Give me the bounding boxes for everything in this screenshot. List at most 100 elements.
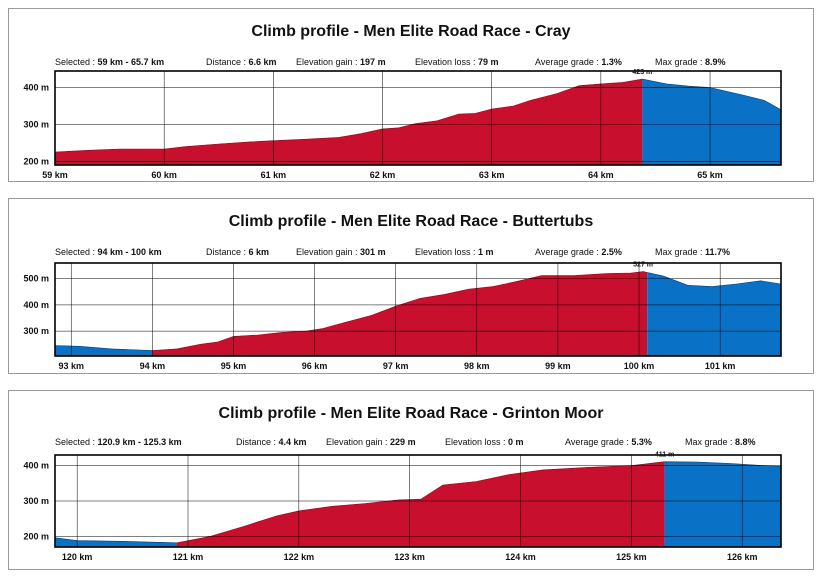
stat-value: 59 km - 65.7 km bbox=[97, 57, 165, 67]
stat-max-grade: Max grade : 11.7% bbox=[655, 247, 730, 257]
stat-max-grade: Max grade : 8.9% bbox=[655, 57, 726, 67]
plot-frame bbox=[54, 454, 782, 548]
stat-label: Selected : bbox=[55, 247, 98, 257]
stat-label: Max grade : bbox=[655, 247, 706, 257]
stat-label: Elevation gain : bbox=[296, 57, 361, 67]
y-tick-label: 200 m bbox=[23, 531, 49, 541]
stat-label: Elevation loss : bbox=[415, 247, 479, 257]
x-tick-label: 60 km bbox=[151, 170, 177, 180]
profile-area-before-selection bbox=[55, 345, 153, 356]
stat-label: Average grade : bbox=[535, 57, 602, 67]
x-tick-label: 61 km bbox=[261, 170, 287, 180]
stat-elevation-loss: Elevation loss : 79 m bbox=[415, 57, 499, 67]
stat-label: Elevation loss : bbox=[445, 437, 509, 447]
y-tick-label: 300 m bbox=[23, 119, 49, 129]
stat-value: 301 m bbox=[360, 247, 386, 257]
stat-label: Max grade : bbox=[685, 437, 736, 447]
stat-value: 6 km bbox=[248, 247, 270, 257]
profile-outline bbox=[54, 78, 782, 153]
profile-area-before-selection bbox=[55, 537, 177, 547]
climb-profile-panel-buttertubs: Climb profile - Men Elite Road Race - Bu… bbox=[8, 198, 814, 374]
x-tick-label: 120 km bbox=[62, 552, 93, 562]
stat-label: Distance : bbox=[206, 247, 249, 257]
elevation-chart: 200 m 300 m 400 m 120 km 121 km 122 km 123 km 1… bbox=[23, 452, 782, 562]
x-tick-label: 124 km bbox=[505, 552, 536, 562]
x-tick-label: 125 km bbox=[616, 552, 647, 562]
stat-average-grade: Average grade : 2.5% bbox=[535, 247, 622, 257]
y-tick-label: 200 m bbox=[23, 156, 49, 166]
x-tick-label: 100 km bbox=[624, 361, 655, 371]
y-tick-label: 300 m bbox=[23, 326, 49, 336]
x-tick-label: 64 km bbox=[588, 170, 614, 180]
stat-value: 1.3% bbox=[601, 57, 622, 67]
y-tick-label: 400 m bbox=[23, 83, 49, 93]
y-tick-label: 500 m bbox=[23, 274, 49, 284]
stat-max-grade: Max grade : 8.8% bbox=[685, 437, 756, 447]
stat-selected: Selected : 59 km - 65.7 km bbox=[55, 57, 164, 67]
chart-title: Climb profile - Men Elite Road Race - Gr… bbox=[218, 405, 604, 422]
stat-label: Selected : bbox=[55, 437, 98, 447]
stat-elevation-gain: Elevation gain : 197 m bbox=[296, 57, 386, 67]
x-tick-label: 59 km bbox=[42, 170, 68, 180]
stat-value: 4.4 km bbox=[278, 437, 307, 447]
x-tick-label: 63 km bbox=[479, 170, 505, 180]
x-tick-label: 95 km bbox=[221, 361, 247, 371]
profile-outline bbox=[54, 461, 782, 544]
x-tick-label: 65 km bbox=[697, 170, 723, 180]
stat-elevation-loss: Elevation loss : 0 m bbox=[445, 437, 524, 447]
stat-label: Average grade : bbox=[565, 437, 632, 447]
stat-label: Elevation gain : bbox=[326, 437, 391, 447]
stat-value: 197 m bbox=[360, 57, 386, 67]
stat-label: Distance : bbox=[236, 437, 279, 447]
chart-title: Climb profile - Men Elite Road Race - Bu… bbox=[228, 213, 594, 230]
climb-profile-panel-cray: Climb profile - Men Elite Road Race - Cr… bbox=[8, 8, 814, 182]
stat-distance: Distance : 6.6 km bbox=[206, 57, 277, 67]
stat-value: 79 m bbox=[478, 57, 499, 67]
stat-selected: Selected : 120.9 km - 125.3 km bbox=[55, 437, 182, 447]
x-tick-label: 97 km bbox=[383, 361, 409, 371]
peak-elevation-label: 411 m bbox=[655, 452, 674, 459]
stat-label: Distance : bbox=[206, 57, 249, 67]
plot-frame bbox=[54, 262, 782, 357]
stat-label: Max grade : bbox=[655, 57, 706, 67]
x-tick-label: 93 km bbox=[58, 361, 84, 371]
x-tick-label: 101 km bbox=[705, 361, 736, 371]
x-tick-label: 126 km bbox=[727, 552, 758, 562]
stat-value: 94 km - 100 km bbox=[97, 247, 162, 257]
stat-distance: Distance : 6 km bbox=[206, 247, 269, 257]
peak-elevation-label: 527 m bbox=[633, 262, 653, 269]
y-tick-label: 400 m bbox=[23, 300, 49, 310]
stat-elevation-loss: Elevation loss : 1 m bbox=[415, 247, 494, 257]
stat-value: 120.9 km - 125.3 km bbox=[97, 437, 182, 447]
stat-label: Average grade : bbox=[535, 247, 602, 257]
x-tick-label: 123 km bbox=[394, 552, 425, 562]
stat-elevation-gain: Elevation gain : 229 m bbox=[326, 437, 416, 447]
profile-outline bbox=[54, 271, 782, 351]
stat-distance: Distance : 4.4 km bbox=[236, 437, 307, 447]
profile-area-selected-climb bbox=[176, 461, 665, 547]
stat-value: 229 m bbox=[390, 437, 416, 447]
peak-elevation-label: 423 m bbox=[632, 69, 652, 76]
x-tick-label: 98 km bbox=[464, 361, 490, 371]
x-tick-label: 122 km bbox=[284, 552, 315, 562]
stat-value: 6.6 km bbox=[248, 57, 277, 67]
climb-profile-panel-grinton-moor: Climb profile - Men Elite Road Race - Gr… bbox=[8, 390, 814, 570]
y-tick-label: 300 m bbox=[23, 496, 49, 506]
x-tick-label: 96 km bbox=[302, 361, 328, 371]
stat-value: 8.8% bbox=[735, 437, 756, 447]
stat-selected: Selected : 94 km - 100 km bbox=[55, 247, 162, 257]
stat-elevation-gain: Elevation gain : 301 m bbox=[296, 247, 386, 257]
stat-value: 1 m bbox=[478, 247, 494, 257]
x-tick-label: 121 km bbox=[173, 552, 204, 562]
stat-average-grade: Average grade : 5.3% bbox=[565, 437, 652, 447]
stat-label: Elevation gain : bbox=[296, 247, 361, 257]
stat-value: 11.7% bbox=[705, 247, 731, 257]
x-tick-label: 62 km bbox=[370, 170, 396, 180]
x-tick-label: 99 km bbox=[545, 361, 571, 371]
profile-area-after-selection bbox=[642, 79, 781, 165]
profile-area-after-selection bbox=[647, 272, 781, 356]
elevation-chart: 300 m 400 m 500 m 93 km 94 km 95 km 96 km 97 km… bbox=[23, 262, 782, 371]
stat-value: 5.3% bbox=[631, 437, 652, 447]
stat-value: 0 m bbox=[508, 437, 524, 447]
stat-value: 8.9% bbox=[705, 57, 726, 67]
